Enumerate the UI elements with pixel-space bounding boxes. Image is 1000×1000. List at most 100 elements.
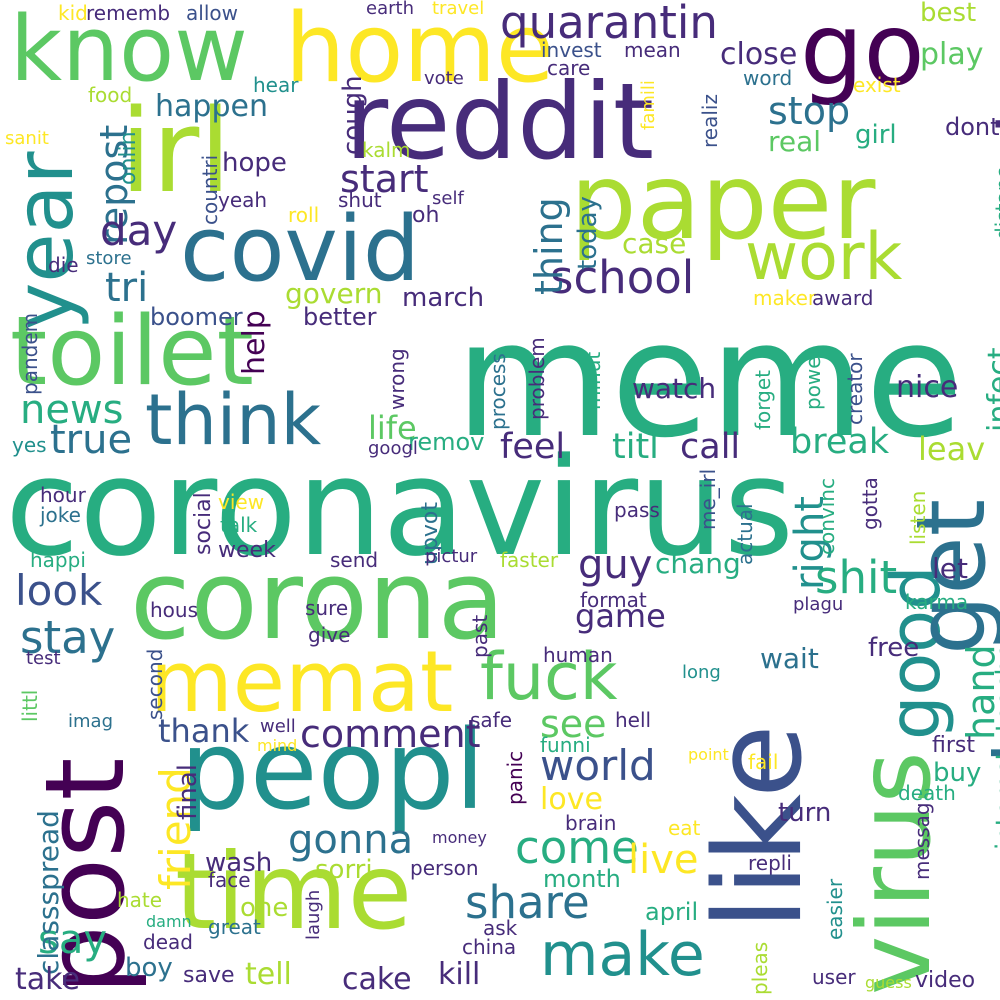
word-stop: stop — [768, 89, 851, 133]
word-karma: karma — [905, 590, 969, 614]
word-second: second — [143, 648, 167, 720]
word-panic: panic — [503, 750, 527, 805]
word-repli: repli — [748, 851, 792, 875]
word-year: year — [0, 151, 91, 330]
word-close: close — [720, 37, 798, 72]
word-convinc: convinc — [815, 478, 839, 555]
word-travel: travel — [432, 0, 485, 19]
word-wrong: wrong — [385, 348, 409, 410]
word-hear: hear — [253, 73, 299, 97]
word-kill: kill — [438, 957, 481, 992]
word-corona: corona — [130, 536, 506, 664]
word-girl: girl — [855, 120, 897, 150]
word-thing: thing — [527, 197, 571, 295]
word-long: long — [682, 662, 721, 683]
word-quarantin: quarantin — [500, 0, 718, 49]
word-video: video — [915, 968, 976, 993]
word-start: start — [340, 157, 429, 201]
word-user: user — [812, 965, 856, 989]
word-store: store — [86, 248, 132, 269]
word-messag: messag — [910, 802, 934, 880]
word-look: look — [15, 566, 103, 615]
word-teacher: teacher — [991, 632, 1000, 732]
word-work: work — [745, 220, 903, 295]
word-memat: memat — [150, 633, 454, 732]
word-school: school — [550, 251, 695, 304]
word-today: today — [573, 196, 603, 270]
word-irl: irl — [120, 85, 232, 219]
word-sanit: sanit — [5, 128, 49, 149]
word-mind: mind — [257, 736, 298, 755]
word-easier: easier — [823, 878, 847, 940]
word-well: well — [260, 716, 296, 737]
word-one: one — [240, 893, 289, 923]
word-social: social — [191, 492, 216, 555]
word-onlin: onlin — [116, 131, 141, 185]
word-roll: roll — [288, 203, 320, 227]
word-money: money — [432, 828, 487, 847]
word-allow: allow — [186, 1, 238, 25]
word-see: see — [540, 702, 607, 746]
word-day: day — [100, 206, 178, 255]
word-listen: listen — [906, 490, 930, 545]
word-face: face — [208, 868, 251, 892]
word-china: china — [462, 935, 517, 959]
word-pass: pass — [614, 498, 660, 522]
word-play: play — [920, 37, 984, 72]
word-happen: happen — [155, 89, 268, 124]
word-test: test — [26, 648, 61, 669]
word-feel: feel — [500, 427, 566, 467]
word-yeah: yeah — [218, 188, 268, 212]
word-classspread: classspread — [32, 810, 65, 975]
word-boomer: boomer — [150, 303, 243, 331]
word-human: human — [543, 643, 613, 667]
word-process: process — [486, 353, 510, 430]
word-hope: hope — [222, 148, 287, 178]
word-news: news — [20, 387, 124, 433]
word-give: give — [308, 623, 351, 647]
word-format: format — [580, 588, 647, 612]
word-live: live — [628, 837, 699, 883]
word-imag: imag — [68, 711, 113, 732]
word-view: view — [218, 490, 265, 514]
word-faster: faster — [500, 548, 559, 572]
word-break: break — [790, 422, 890, 462]
word-oh: oh — [412, 203, 440, 228]
word-world: world — [540, 741, 656, 790]
word-distanc: distanc — [991, 167, 1000, 240]
word-point: point — [688, 745, 729, 764]
word-life: life — [368, 409, 417, 447]
word-pictur: pictur — [425, 546, 478, 567]
word-boy: boy — [125, 953, 173, 983]
word-chang: chang — [655, 547, 741, 580]
word-dont: dont — [945, 113, 1000, 141]
word-safe: safe — [470, 708, 513, 732]
word-me-irl: me_irl — [696, 468, 720, 530]
word-minut: minut — [581, 351, 605, 410]
word-thank: thank — [158, 712, 250, 750]
word-great: great — [208, 915, 261, 939]
word-forget: forget — [751, 370, 775, 430]
word-maker: maker — [753, 286, 817, 310]
word-true: true — [50, 417, 133, 463]
word-free: free — [868, 633, 920, 663]
word-gonna: gonna — [288, 817, 414, 863]
word-happi: happi — [30, 548, 86, 572]
word-help: help — [237, 310, 272, 375]
word-award: award — [812, 286, 874, 310]
word-time: time — [175, 831, 413, 953]
word-wash: wash — [205, 848, 273, 878]
word-littl: littl — [18, 689, 42, 722]
word-march: march — [402, 283, 485, 313]
word-dead: dead — [143, 930, 193, 954]
word-coronavirus: coronavirus — [5, 429, 795, 586]
word-let: let — [932, 552, 968, 585]
word-think: think — [145, 379, 322, 461]
word-countri: countri — [198, 154, 222, 225]
word-laugh: laugh — [303, 889, 324, 940]
word-better: better — [303, 303, 377, 331]
word-comment: comment — [300, 712, 481, 756]
word-send: send — [330, 548, 379, 572]
word-know: know — [10, 0, 248, 102]
word-death: death — [898, 781, 956, 805]
